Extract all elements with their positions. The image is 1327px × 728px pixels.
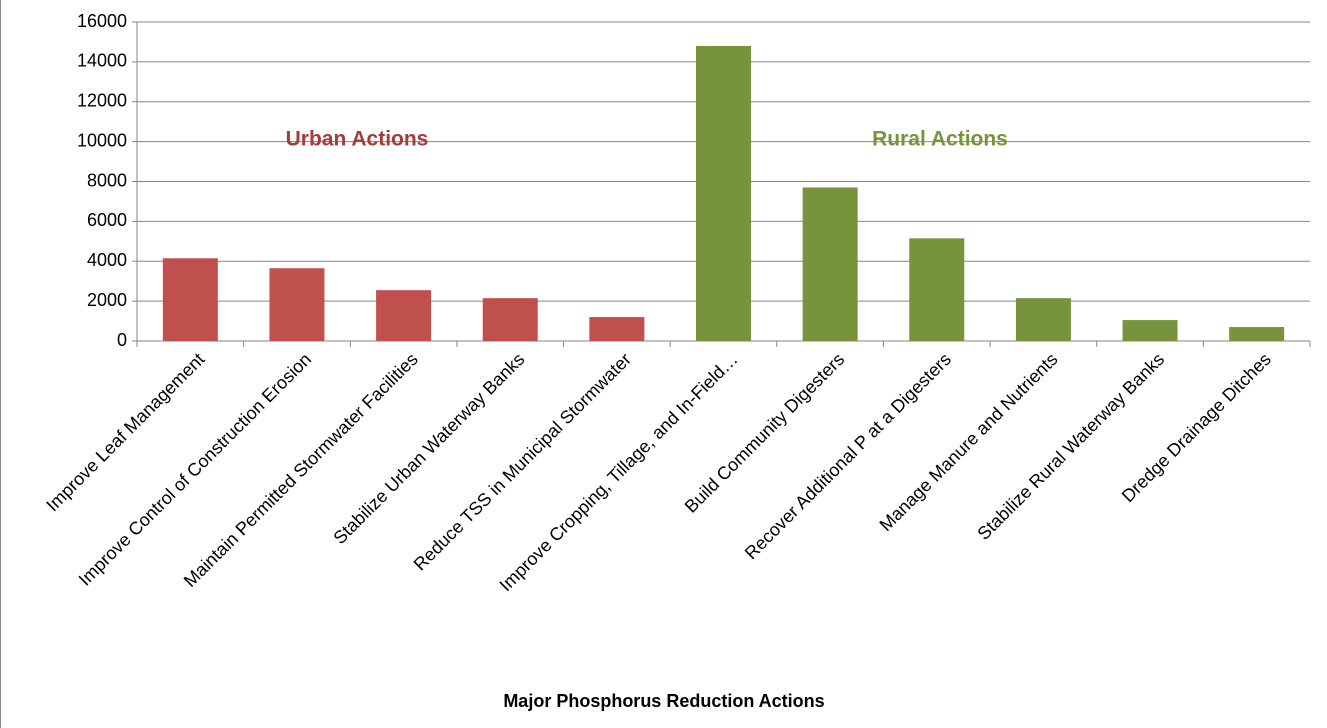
x-tick-label: Improve Cropping, Tillage, and In-Field… (495, 349, 741, 595)
annotation: Rural Actions (872, 128, 1008, 151)
y-tick-label: 6000 (87, 210, 127, 230)
annotation: Urban Actions (286, 128, 429, 151)
y-tick-label: 2000 (87, 290, 127, 310)
bar (1122, 320, 1178, 341)
y-tick-label: 4000 (87, 250, 127, 270)
bar (909, 238, 965, 341)
x-tick-label: Improve Control of Construction Erosion (75, 349, 316, 590)
x-tick-label: Manage Manure and Nutrients (876, 349, 1062, 535)
bar (589, 317, 645, 341)
y-tick-label: 8000 (87, 170, 127, 190)
bar (802, 187, 858, 341)
bar (482, 298, 538, 341)
bar (1015, 298, 1071, 341)
bar (376, 290, 432, 341)
x-tick-label: Reduce TSS in Municipal Stormwater (410, 349, 635, 574)
bar (269, 268, 325, 341)
x-tick-label: Recover Additional P at a Digesters (741, 349, 955, 563)
x-axis-title: Major Phosphorus Reduction Actions (503, 691, 824, 711)
y-tick-label: 12000 (77, 91, 127, 111)
y-tick-label: 0 (117, 330, 127, 350)
y-tick-label: 14000 (77, 51, 127, 71)
bar (162, 258, 218, 341)
y-tick-label: 10000 (77, 130, 127, 150)
y-tick-label: 16000 (77, 11, 127, 31)
x-tick-label: Maintain Permitted Stormwater Facilities (180, 349, 422, 591)
x-tick-label: Stabilize Rural Waterway Banks (973, 349, 1168, 544)
x-tick-label: Stabilize Urban Waterway Banks (329, 349, 528, 548)
bar (1229, 327, 1285, 341)
bar (696, 45, 751, 342)
